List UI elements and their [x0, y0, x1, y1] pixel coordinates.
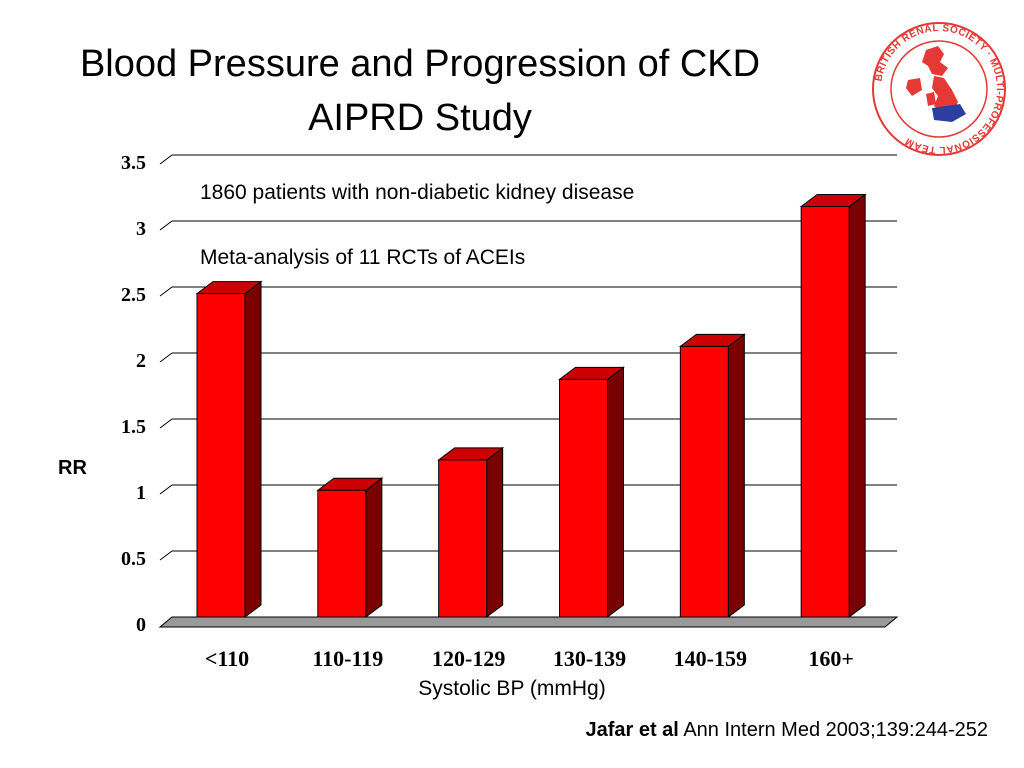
- annotation-patients: 1860 patients with non-diabetic kidney d…: [200, 181, 635, 204]
- bar-0: [195, 280, 263, 618]
- bar-5: [799, 193, 867, 618]
- gridline-diag: [159, 286, 173, 297]
- bar-side: [607, 366, 624, 618]
- bar-front: [800, 205, 850, 618]
- bar-3: [558, 366, 625, 618]
- bar-front: [559, 378, 608, 618]
- y-tick-label: 2: [136, 350, 146, 372]
- british-renal-society-logo: BRITISH RENAL SOCIETY · MULTI-PROFESSION…: [872, 22, 1006, 156]
- map-ireland-icon: [906, 78, 922, 96]
- citation-source: Ann Intern Med 2003;139:244-252: [683, 719, 988, 741]
- bar-side: [365, 477, 383, 618]
- y-tick-label: 3: [136, 218, 146, 240]
- gridline-diag: [159, 484, 173, 495]
- title-line-2: AIPRD Study: [308, 97, 532, 139]
- y-axis-label: RR: [58, 457, 87, 479]
- gridline-diag: [159, 220, 173, 231]
- map-scotland-icon: [922, 46, 948, 76]
- bar-side: [727, 333, 745, 618]
- x-tick-label: 120-129: [432, 646, 505, 671]
- chart-floor: [158, 616, 899, 628]
- gridline-diag: [159, 352, 173, 363]
- y-tick-label: 1: [136, 482, 146, 504]
- x-tick-label: 140-159: [674, 646, 747, 671]
- bar-front: [317, 489, 367, 618]
- map-wales-icon: [926, 92, 936, 106]
- bar-front: [438, 459, 488, 618]
- gridline-diag: [159, 418, 173, 429]
- y-tick-label: 0: [136, 614, 146, 636]
- x-tick-label: 130-139: [553, 646, 626, 671]
- gridline-diag: [159, 154, 173, 165]
- y-tick-label: 1.5: [121, 416, 146, 438]
- x-axis-label: Systolic BP (mmHg): [418, 677, 606, 700]
- x-tick-label: <110: [205, 646, 249, 671]
- citation-author: Jafar et al: [585, 719, 679, 741]
- bar-1: [316, 477, 384, 618]
- y-tick-label: 0.5: [121, 548, 146, 570]
- y-tick-label: 2.5: [121, 284, 146, 306]
- bar-4: [678, 333, 746, 618]
- gridline-diag: [159, 550, 173, 561]
- annotation-meta-analysis: Meta-analysis of 11 RCTs of ACEIs: [200, 246, 526, 269]
- y-tick-label: 3.5: [121, 152, 146, 174]
- x-tick-label: 160+: [808, 646, 854, 671]
- bar-side: [244, 280, 262, 618]
- bar-side: [848, 193, 866, 618]
- citation: Jafar et al Ann Intern Med 2003;139:244-…: [585, 719, 988, 742]
- map-england-icon: [932, 76, 958, 112]
- bar-front: [679, 345, 729, 618]
- title-line-1: Blood Pressure and Progression of CKD: [79, 43, 761, 85]
- x-tick-label: 110-119: [312, 646, 383, 671]
- bar-2: [437, 446, 505, 618]
- bar-side: [486, 446, 504, 618]
- bar-front: [196, 293, 246, 618]
- map-south-icon: [932, 104, 966, 122]
